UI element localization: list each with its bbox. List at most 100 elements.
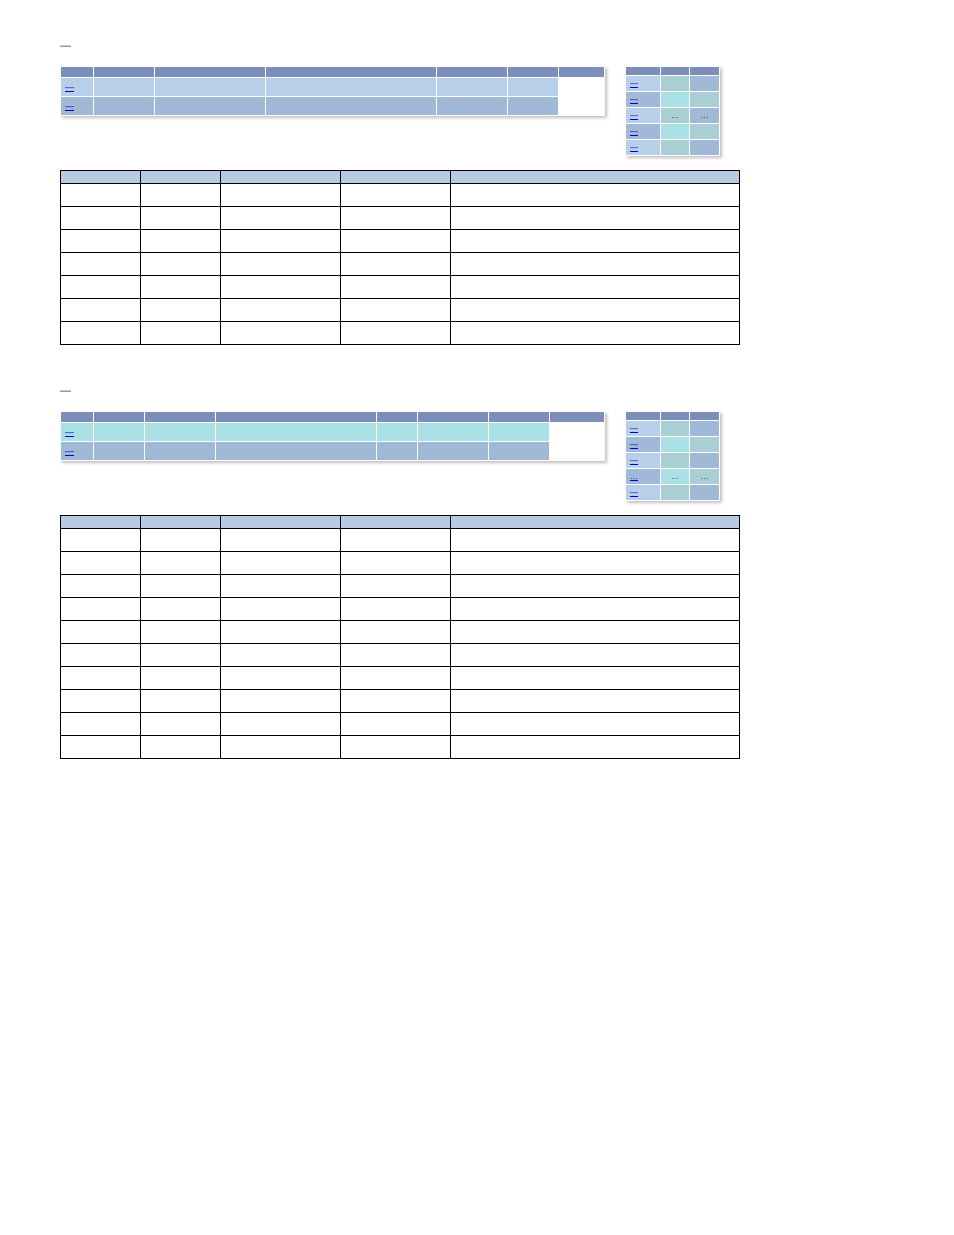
- detail-cell: [341, 644, 451, 667]
- mini-header-cell: [661, 412, 690, 420]
- mini-link[interactable]: …: [626, 469, 660, 484]
- detail-header-cell: [341, 171, 451, 184]
- detail-cell: [221, 253, 341, 276]
- mini-link[interactable]: —: [626, 124, 660, 139]
- detail-cell: [451, 736, 740, 759]
- detail-cell: [61, 322, 141, 345]
- detail-header-cell: [221, 171, 341, 184]
- mini-table: ———……——: [625, 66, 720, 156]
- mini-cell: [661, 140, 690, 155]
- summary-header-cell: [508, 67, 558, 77]
- mini-cell: [661, 421, 690, 436]
- detail-cell: [141, 322, 221, 345]
- mini-link[interactable]: —: [626, 140, 660, 155]
- detail-cell: [141, 552, 221, 575]
- mini-row: —: [626, 124, 719, 139]
- detail-cell: [141, 207, 221, 230]
- detail-cell: [221, 644, 341, 667]
- detail-cell: [451, 276, 740, 299]
- detail-header-cell: [221, 516, 341, 529]
- detail-cell: [221, 598, 341, 621]
- detail-cell: [141, 184, 221, 207]
- detail-row: [61, 529, 740, 552]
- detail-cell: [61, 184, 141, 207]
- detail-cell: [451, 529, 740, 552]
- detail-header-cell: [451, 171, 740, 184]
- mini-cell: …: [690, 108, 719, 123]
- summary-cell: [266, 78, 436, 96]
- summary-header-cell: [550, 412, 604, 422]
- detail-cell: [451, 621, 740, 644]
- section-0: ——————……——: [60, 40, 894, 345]
- detail-cell: [61, 575, 141, 598]
- mini-link[interactable]: —: [626, 421, 660, 436]
- summary-row: —————………—: [60, 411, 894, 501]
- summary-link[interactable]: —: [61, 78, 93, 96]
- detail-cell: [141, 690, 221, 713]
- mini-cell: [690, 140, 719, 155]
- mini-link[interactable]: —: [626, 108, 660, 123]
- summary-cell: [145, 442, 215, 460]
- summary-header-cell: [94, 412, 144, 422]
- summary-cell: [377, 442, 417, 460]
- detail-cell: [141, 621, 221, 644]
- mini-header-cell: [626, 67, 660, 75]
- mini-row: —: [626, 485, 719, 500]
- mini-cell: …: [690, 469, 719, 484]
- detail-cell: [141, 644, 221, 667]
- detail-cell: [451, 690, 740, 713]
- mini-link[interactable]: —: [626, 453, 660, 468]
- summary-header-cell: [437, 67, 507, 77]
- detail-cell: [141, 713, 221, 736]
- mini-link[interactable]: —: [626, 485, 660, 500]
- detail-cell: [451, 322, 740, 345]
- summary-header-cell: [216, 412, 376, 422]
- detail-cell: [341, 713, 451, 736]
- section-1: ——————………—: [60, 385, 894, 759]
- mini-cell: [690, 92, 719, 107]
- detail-row: [61, 713, 740, 736]
- mini-cell: …: [661, 108, 690, 123]
- summary-cell: [216, 423, 376, 441]
- mini-link[interactable]: —: [626, 76, 660, 91]
- mini-table: ———………—: [625, 411, 720, 501]
- mini-row: —: [626, 92, 719, 107]
- summary-cell: [216, 442, 376, 460]
- mini-link[interactable]: —: [626, 92, 660, 107]
- detail-cell: [341, 207, 451, 230]
- detail-cell: [341, 575, 451, 598]
- summary-cell: [437, 97, 507, 115]
- summary-header-cell: [94, 67, 154, 77]
- detail-cell: [451, 713, 740, 736]
- summary-header-cell: [266, 67, 436, 77]
- summary-link[interactable]: —: [61, 423, 93, 441]
- detail-cell: [61, 276, 141, 299]
- mini-row: ………: [626, 469, 719, 484]
- detail-cell: [341, 690, 451, 713]
- detail-cell: [141, 575, 221, 598]
- summary-link[interactable]: —: [61, 442, 93, 460]
- mini-link[interactable]: —: [626, 437, 660, 452]
- mini-cell: [661, 76, 690, 91]
- detail-cell: [451, 184, 740, 207]
- summary-link[interactable]: —: [61, 97, 93, 115]
- detail-row: [61, 690, 740, 713]
- summary-row: —————……——: [60, 66, 894, 156]
- summary-cell: [155, 97, 265, 115]
- detail-row: [61, 575, 740, 598]
- summary-cell: [94, 423, 144, 441]
- detail-cell: [341, 736, 451, 759]
- detail-header-cell: [141, 171, 221, 184]
- detail-cell: [61, 207, 141, 230]
- detail-cell: [451, 552, 740, 575]
- mini-cell: …: [661, 469, 690, 484]
- mini-row: —: [626, 76, 719, 91]
- summary-row-item: —: [61, 423, 604, 441]
- mini-header-cell: [690, 412, 719, 420]
- detail-cell: [221, 667, 341, 690]
- detail-cell: [221, 529, 341, 552]
- detail-cell: [61, 253, 141, 276]
- detail-table: [60, 515, 740, 759]
- detail-row: [61, 644, 740, 667]
- mini-header-cell: [690, 67, 719, 75]
